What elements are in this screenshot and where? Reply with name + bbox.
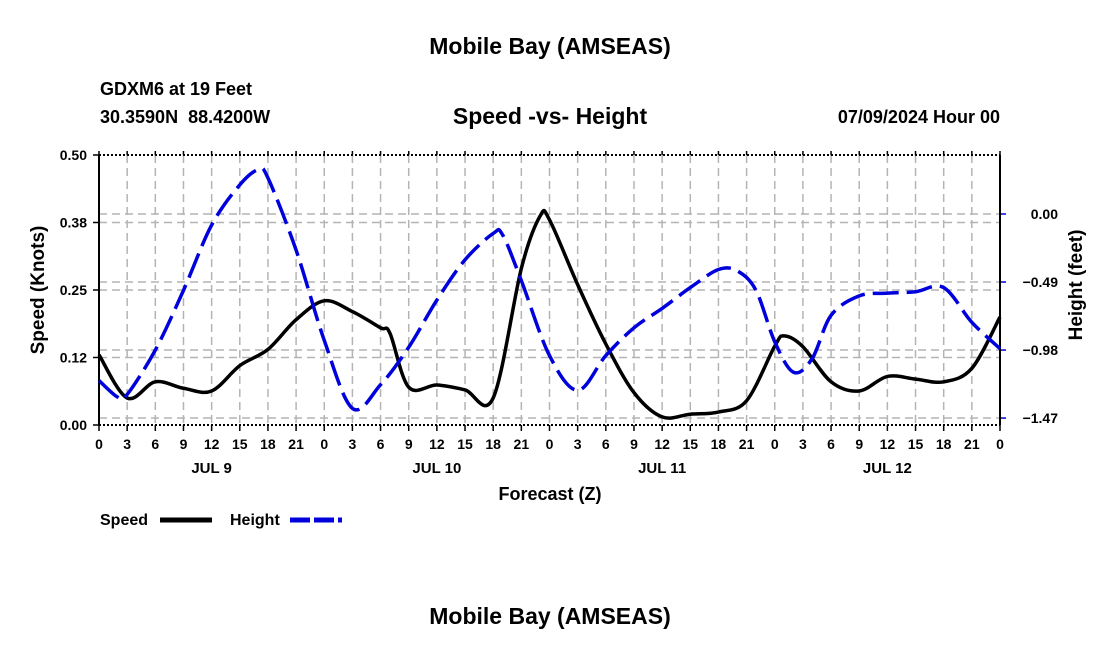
x-tick-label: 15: [682, 436, 698, 452]
x-tick-label: 12: [654, 436, 670, 452]
footer-title: Mobile Bay (AMSEAS): [429, 603, 671, 629]
x-tick-label: 9: [630, 436, 638, 452]
x-tick-label: 15: [457, 436, 473, 452]
x-tick-label: 21: [964, 436, 980, 452]
y-tick-label: 0.50: [60, 147, 87, 163]
day-label: JUL 9: [191, 460, 232, 477]
x-tick-label: 0: [996, 436, 1004, 452]
legend-speed-label: Speed: [100, 512, 148, 529]
y-axis-label: Speed (Knots): [28, 226, 49, 355]
x-tick-label: 0: [546, 436, 554, 452]
x-tick-label: 3: [799, 436, 807, 452]
y2-tick-label: 0.00: [1031, 206, 1058, 222]
x-tick-label: 18: [260, 436, 276, 452]
x-tick-label: 6: [151, 436, 159, 452]
day-label: JUL 11: [638, 460, 686, 477]
chart-subtitle: Speed -vs- Height: [453, 103, 648, 129]
x-tick-label: 3: [123, 436, 131, 452]
x-tick-label: 0: [320, 436, 328, 452]
y2-tick-label: −1.47: [1023, 410, 1059, 426]
x-tick-label: 9: [855, 436, 863, 452]
legend-height-label: Height: [230, 512, 280, 529]
x-tick-label: 18: [711, 436, 727, 452]
x-tick-label: 0: [771, 436, 779, 452]
datetime-label: 07/09/2024 Hour 00: [838, 107, 1000, 127]
x-tick-label: 6: [602, 436, 610, 452]
coords-label: 30.3590N 88.4200W: [100, 107, 270, 127]
x-tick-label: 21: [514, 436, 530, 452]
x-tick-label: 0: [95, 436, 103, 452]
series-height-line: [97, 166, 1002, 412]
x-tick-label: 12: [880, 436, 896, 452]
x-tick-label: 21: [288, 436, 304, 452]
station-label: GDXM6 at 19 Feet: [100, 79, 252, 99]
series-speed-line: [97, 208, 1002, 420]
x-tick-label: 18: [936, 436, 952, 452]
y-tick-label: 0.00: [60, 417, 87, 433]
y-tick-label: 0.38: [60, 215, 87, 231]
x-tick-label: 18: [485, 436, 501, 452]
x-tick-label: 6: [377, 436, 385, 452]
x-tick-label: 3: [349, 436, 357, 452]
x-tick-label: 15: [232, 436, 248, 452]
x-tick-label: 9: [405, 436, 413, 452]
x-axis-label: Forecast (Z): [498, 484, 601, 504]
x-tick-label: 3: [574, 436, 582, 452]
x-tick-label: 6: [827, 436, 835, 452]
y2-axis-label: Height (feet): [1066, 230, 1087, 341]
x-tick-label: 12: [429, 436, 445, 452]
legend: Speed Height: [100, 512, 342, 529]
chart-title: Mobile Bay (AMSEAS): [429, 33, 671, 59]
y-tick-label: 0.25: [60, 282, 87, 298]
x-tick-label: 21: [739, 436, 755, 452]
x-tick-label: 12: [204, 436, 220, 452]
y2-tick-label: −0.98: [1023, 342, 1059, 358]
y2-tick-label: −0.49: [1023, 274, 1059, 290]
x-tick-label: 9: [180, 436, 188, 452]
day-label: JUL 12: [863, 460, 912, 477]
y-tick-label: 0.12: [60, 350, 87, 366]
day-label: JUL 10: [412, 460, 461, 477]
x-tick-label: 15: [908, 436, 924, 452]
